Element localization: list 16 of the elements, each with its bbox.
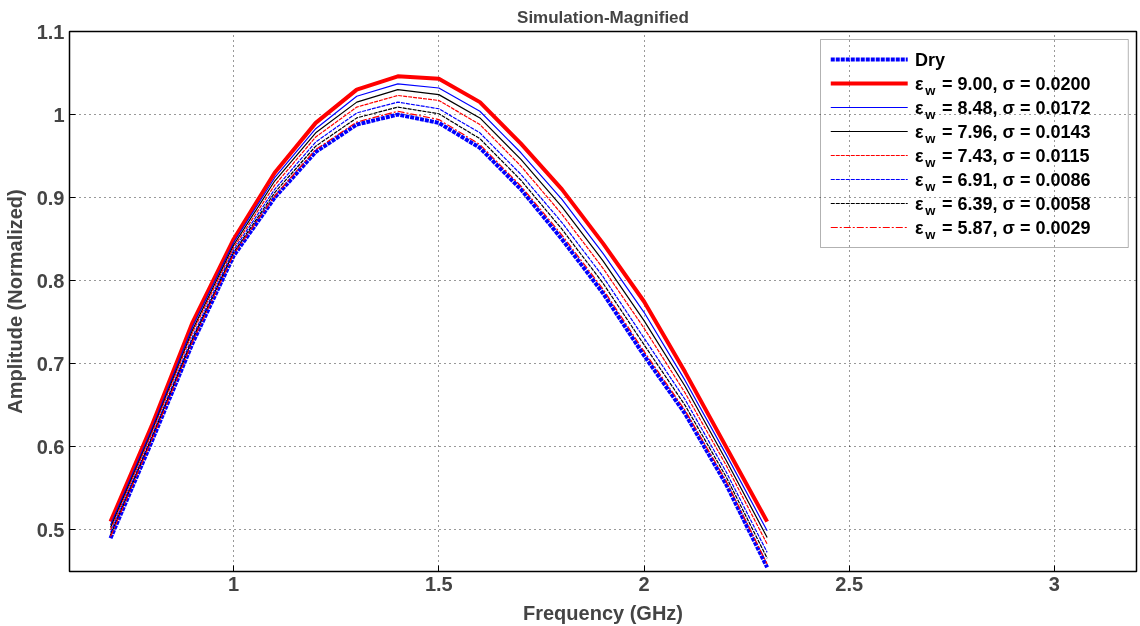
y-tick-label: 0.9 [36, 186, 65, 209]
y-tick-label: 0.7 [36, 352, 65, 375]
x-tick-label: 1.5 [424, 572, 453, 595]
x-tick-label: 1 [228, 572, 240, 595]
chart-title: Simulation-Magnified [517, 7, 689, 27]
y-tick-label: 0.5 [36, 518, 65, 541]
y-tick-label: 0.6 [36, 435, 65, 458]
x-tick-label: 3 [1048, 572, 1060, 595]
x-tick-label: 2.5 [835, 572, 864, 595]
legend-label: Dry [914, 49, 945, 70]
x-tick-label: 2 [638, 572, 650, 595]
y-tick-label: 1.1 [36, 20, 65, 43]
y-tick-label: 0.8 [36, 269, 65, 292]
y-tick-label: 1 [53, 103, 65, 126]
y-axis-title: Amplitude (Normalized) [3, 189, 26, 414]
x-axis-title: Frequency (GHz) [522, 601, 684, 624]
